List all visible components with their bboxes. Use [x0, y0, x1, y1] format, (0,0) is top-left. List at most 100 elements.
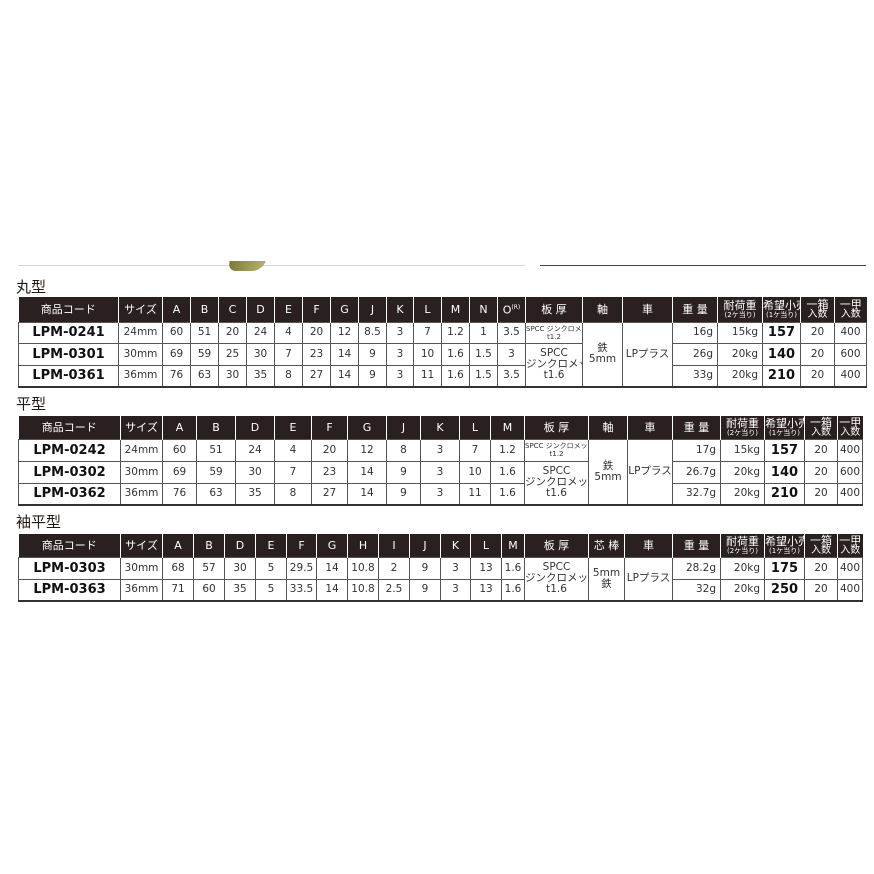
- column-header: 希望小売価格(1ケ当り): [762, 297, 801, 322]
- thickness-text: t1.6: [543, 369, 565, 382]
- column-header: F: [286, 534, 317, 557]
- dimension-cell: 71: [162, 578, 194, 602]
- dimension-cell: 11: [459, 482, 491, 506]
- size-cell: 30mm: [120, 556, 163, 580]
- spec-table: 商品コード サイズ A B C D E F G J K L M N O(R) 板 厚軸車重 量耐荷重 (2ケ当り…: [18, 297, 867, 388]
- column-header: A: [162, 534, 194, 557]
- dimension-cell: 3: [386, 343, 414, 366]
- dimension-cell: 59: [196, 460, 236, 484]
- dimension-cell: 9: [386, 460, 421, 484]
- product-code: LPM-0302: [18, 460, 121, 484]
- header-label: 耐荷重: [726, 416, 759, 430]
- column-header: 板 厚: [524, 416, 589, 439]
- spec-table: 商品コード サイズ A B D E F G H I J K L M 板 厚芯 棒車重 量耐荷重 (2ケ当り) 希…: [18, 534, 863, 602]
- column-header: O(R): [497, 297, 526, 322]
- column-header: D: [224, 534, 256, 557]
- box-quantity-cell: 20: [804, 460, 838, 484]
- header-label: 希望小売価格: [765, 534, 805, 548]
- dimension-cell: 60: [193, 578, 225, 602]
- dimension-cell: 20: [311, 438, 348, 462]
- dimension-cell: 20: [218, 321, 247, 344]
- dimension-cell: 24: [246, 321, 275, 344]
- column-header: K: [386, 297, 414, 322]
- load-capacity-cell: 20kg: [720, 482, 765, 506]
- column-header: J: [409, 534, 441, 557]
- header-sublabel: (2ケ当り): [727, 428, 758, 437]
- dimension-cell: 4: [274, 321, 303, 344]
- dimension-cell: 3.5: [497, 321, 526, 344]
- dimension-cell: 69: [162, 460, 197, 484]
- dimension-cell: 27: [311, 482, 348, 506]
- header-label: 耐荷重: [726, 534, 759, 548]
- dimension-cell: 13: [470, 578, 502, 602]
- table-row: LPM-0242 24mm 60 51 24 4 20 12 8 3 7 1.2 SPCC ジンクロメッ…: [18, 438, 863, 506]
- header-sublabel: (1ケ当り): [769, 546, 800, 555]
- dimension-cell: 3: [420, 482, 460, 506]
- dimension-cell: 1.6: [490, 482, 525, 506]
- column-header: N: [469, 297, 498, 322]
- dimension-cell: 7: [459, 438, 491, 462]
- shaft-text: 鉄: [602, 459, 614, 472]
- dimension-cell: 68: [162, 556, 194, 580]
- shaft-text: 5mm: [594, 470, 622, 483]
- column-header: C: [218, 297, 247, 322]
- case-quantity-cell: 400: [837, 438, 863, 462]
- dimension-cell: 1.6: [490, 460, 525, 484]
- column-header: 重 量: [672, 297, 718, 322]
- column-header: M: [490, 416, 525, 439]
- dimension-cell: 5: [255, 556, 287, 580]
- box-quantity-cell: 20: [804, 482, 838, 506]
- column-header: 一箱 入数: [804, 416, 838, 439]
- column-header: 軸: [588, 416, 628, 439]
- column-header: サイズ: [120, 416, 163, 439]
- header-sublabel: (2ケ当り): [724, 310, 756, 319]
- dimension-cell: 35: [235, 482, 275, 506]
- dimension-cell: 10.8: [347, 556, 379, 580]
- case-quantity-cell: 400: [834, 364, 867, 388]
- dimension-cell: 51: [190, 321, 219, 344]
- column-header: 軸: [582, 297, 623, 322]
- dimension-cell: 14: [316, 556, 348, 580]
- dimension-cell: 9: [358, 364, 387, 388]
- thickness-text: SPCC: [542, 465, 571, 478]
- dimension-cell: 59: [190, 343, 219, 366]
- header-label: 一箱: [810, 534, 832, 548]
- column-header: L: [470, 534, 502, 557]
- box-quantity-cell: 20: [804, 438, 838, 462]
- box-quantity-cell: 20: [804, 556, 838, 580]
- case-quantity-cell: 400: [837, 578, 863, 602]
- box-quantity-cell: 20: [800, 364, 835, 388]
- dimension-cell: 24: [235, 438, 275, 462]
- dimension-cell: 9: [358, 343, 387, 366]
- dimension-cell: 25: [218, 343, 247, 366]
- column-header: A: [162, 416, 197, 439]
- thickness-text: ジンクロメッキ: [526, 358, 582, 371]
- load-capacity-cell: 20kg: [717, 343, 763, 366]
- dimension-cell: 3: [497, 343, 526, 366]
- divider: [18, 265, 525, 266]
- shaft-cell: 鉄 5mm: [588, 438, 628, 506]
- case-quantity-cell: 600: [837, 460, 863, 484]
- thickness-text: t1.6: [546, 487, 567, 500]
- load-capacity-cell: 20kg: [720, 556, 765, 580]
- dimension-cell: 8: [386, 438, 421, 462]
- column-header: 一箱 入数: [800, 297, 835, 322]
- load-capacity-cell: 20kg: [720, 578, 765, 602]
- column-header: M: [501, 534, 525, 557]
- header-label-line2: 入数: [840, 545, 861, 557]
- dimension-cell: 60: [162, 438, 197, 462]
- product-code: LPM-0301: [18, 343, 119, 366]
- dimension-cell: 51: [196, 438, 236, 462]
- dimension-cell: 1.2: [490, 438, 525, 462]
- dimension-cell: 7: [274, 343, 303, 366]
- column-header: L: [413, 297, 442, 322]
- shaft-text: 鉄: [601, 577, 612, 590]
- header-label: 一甲: [839, 416, 862, 430]
- column-header: D: [246, 297, 275, 322]
- header-label: 希望小売価格: [763, 298, 801, 312]
- dimension-cell: 23: [311, 460, 348, 484]
